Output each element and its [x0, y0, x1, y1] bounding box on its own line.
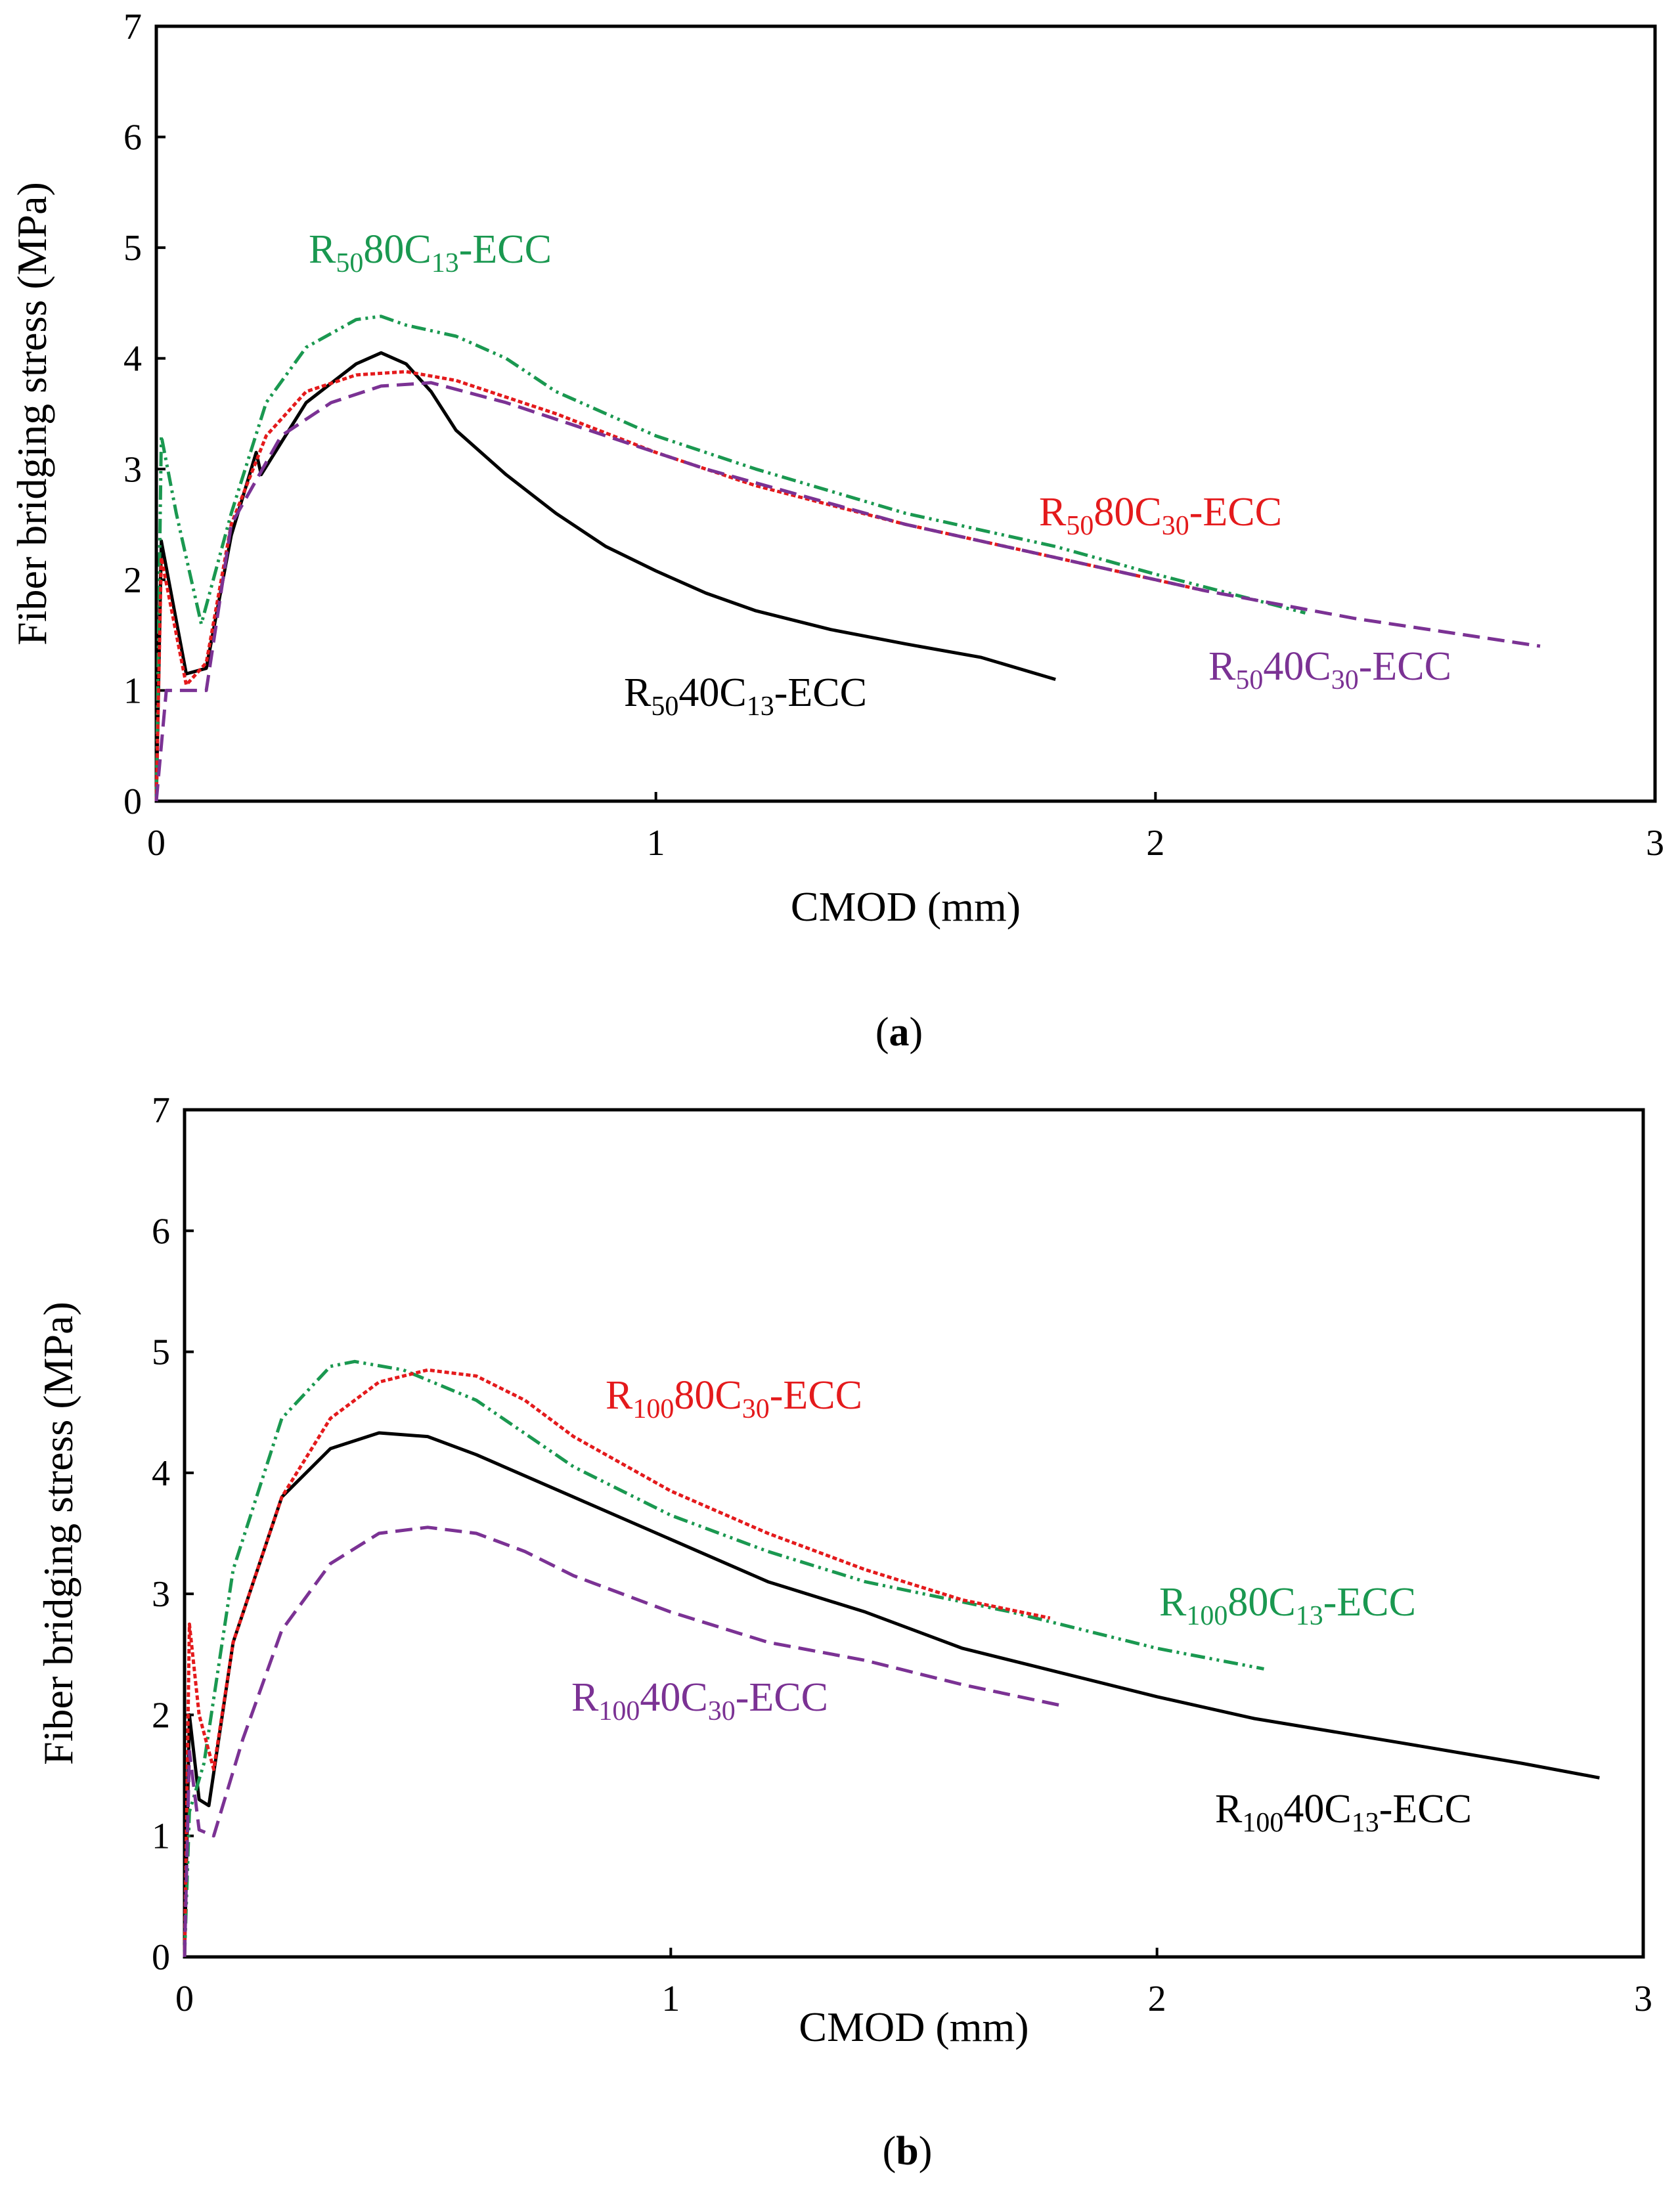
curve-label-mid: 80C [674, 1373, 741, 1418]
curve-label-sub1: 100 [1186, 1601, 1227, 1631]
y-tick-label: 3 [152, 1574, 170, 1615]
curve-label-post: -ECC [770, 1373, 862, 1418]
curve-label: R10080C13-ECC [1159, 1580, 1416, 1631]
panel-caption: (b) [883, 2129, 933, 2174]
series-line-r100-80c13-ecc [183, 1359, 1264, 1958]
plot-area-frame [154, 24, 1657, 803]
curve-label-sub2: 13 [747, 691, 774, 722]
series-line-r50-40c30-ecc [154, 381, 1541, 802]
y-tick-label: 5 [123, 228, 142, 269]
curve-label-sub2: 30 [1162, 511, 1189, 541]
y-tick-label: 1 [152, 1816, 170, 1857]
curve-label-post: -ECC [774, 670, 867, 715]
x-axis-label: CMOD (mm) [799, 2004, 1028, 2050]
y-axis-label: Fiber bridging stress (MPa) [9, 182, 55, 646]
curve-label-post: -ECC [1359, 644, 1451, 689]
curve-label-post: -ECC [459, 227, 552, 272]
y-tick-label: 5 [152, 1332, 170, 1373]
x-tick-label: 2 [1148, 1979, 1166, 2019]
plot-area-frame [183, 1108, 1645, 1959]
curve-label-mid: 40C [1263, 644, 1331, 689]
curve-label-sub2: 13 [431, 248, 459, 278]
curve-label-mid: 40C [640, 1675, 707, 1720]
x-tick-label: 3 [1634, 1979, 1652, 2019]
curve-label-sub1: 50 [651, 691, 678, 722]
y-tick-label: 4 [152, 1453, 170, 1494]
curve-label-sub2: 30 [742, 1394, 770, 1424]
curve-label: R5040C30-ECC [1208, 644, 1451, 695]
y-tick-label: 0 [152, 1937, 170, 1978]
series-line-r100-80c30-ecc [183, 1368, 1051, 1958]
curve-label-mid: 40C [1283, 1787, 1351, 1831]
curve-label-post: -ECC [1323, 1580, 1416, 1625]
y-axis-label: Fiber bridging stress (MPa) [35, 1302, 81, 1765]
curve-label-sub1: 50 [1066, 511, 1094, 541]
caption-letter: a [889, 1010, 910, 1055]
chart-panel-b: 0 1 2 3 4 5 6 7 0 1 2 3 CMOD (mm) Fiber bridging stre… [35, 1090, 1652, 2174]
curve-label-post: -ECC [1189, 490, 1282, 535]
curve-label: R5040C13-ECC [624, 670, 867, 722]
curve-label-post: -ECC [1379, 1787, 1472, 1831]
x-tick-label: 1 [661, 1979, 680, 2019]
curve-label-post: -ECC [736, 1675, 828, 1720]
series-line-r100-40c30-ecc [183, 1525, 1061, 1958]
x-tick-label: 0 [147, 823, 166, 864]
y-tick-label: 2 [123, 560, 142, 601]
caption-open: ( [883, 2129, 896, 2174]
curve-label: R5080C13-ECC [309, 227, 552, 278]
curve-label-pre: R [571, 1675, 599, 1720]
curve-label: R10040C13-ECC [1215, 1787, 1472, 1838]
curve-label-sub1: 100 [632, 1394, 674, 1424]
y-tick-label: 4 [123, 339, 142, 380]
x-tick-label: 1 [647, 823, 665, 864]
caption-close: ) [910, 1010, 923, 1055]
curve-label-pre: R [309, 227, 336, 272]
curve-label-sub1: 50 [1235, 665, 1263, 695]
curve-label-sub2: 13 [1296, 1601, 1323, 1631]
curve-label-mid: 80C [363, 227, 431, 272]
y-tick-label: 6 [123, 118, 142, 158]
series-line-r50-80c13-ecc [154, 315, 1306, 802]
curve-label-pre: R [1039, 490, 1067, 535]
curve-label-pre: R [606, 1373, 633, 1418]
y-tick-label: 1 [123, 670, 142, 711]
panel-caption: (a) [875, 1010, 923, 1055]
curve-label-mid: 80C [1227, 1580, 1295, 1625]
series-line-r50-40c13-ecc [154, 351, 1056, 802]
y-tick-label: 2 [152, 1695, 170, 1736]
x-tick-label: 3 [1646, 823, 1664, 864]
curve-label: R5080C30-ECC [1039, 490, 1282, 541]
y-tick-label: 7 [152, 1090, 170, 1131]
y-tick-label: 0 [123, 781, 142, 822]
curve-label: R10040C30-ECC [571, 1675, 828, 1726]
caption-letter: b [896, 2129, 918, 2174]
y-tick-label: 7 [123, 7, 142, 47]
curve-label-sub1: 100 [1242, 1808, 1283, 1838]
y-tick-label: 3 [123, 449, 142, 490]
curve-label-pre: R [624, 670, 652, 715]
chart-panel-a: 0 1 2 3 4 5 6 7 0 1 2 3 CMOD (mm) Fiber bridging stre… [9, 7, 1664, 1055]
y-tick-label: 6 [152, 1211, 170, 1252]
curve-label-sub1: 50 [336, 248, 363, 278]
series-line-r100-40c13-ecc [183, 1431, 1600, 1958]
curve-label-sub1: 100 [598, 1696, 640, 1726]
curve-label: R10080C30-ECC [606, 1373, 862, 1424]
caption-close: ) [919, 2129, 933, 2174]
x-tick-label: 2 [1146, 823, 1164, 864]
curve-label-sub2: 30 [708, 1696, 736, 1726]
curve-label-mid: 80C [1094, 490, 1161, 535]
series-line-r50-80c30-ecc [154, 370, 1206, 802]
curve-label-pre: R [1215, 1787, 1243, 1831]
curve-label-sub2: 30 [1331, 665, 1359, 695]
caption-open: ( [875, 1010, 889, 1055]
x-axis-label: CMOD (mm) [791, 883, 1021, 930]
curve-label-mid: 40C [678, 670, 746, 715]
curve-label-pre: R [1159, 1580, 1187, 1625]
curve-label-sub2: 13 [1352, 1808, 1379, 1838]
curve-label-pre: R [1208, 644, 1236, 689]
x-tick-label: 0 [175, 1979, 194, 2019]
